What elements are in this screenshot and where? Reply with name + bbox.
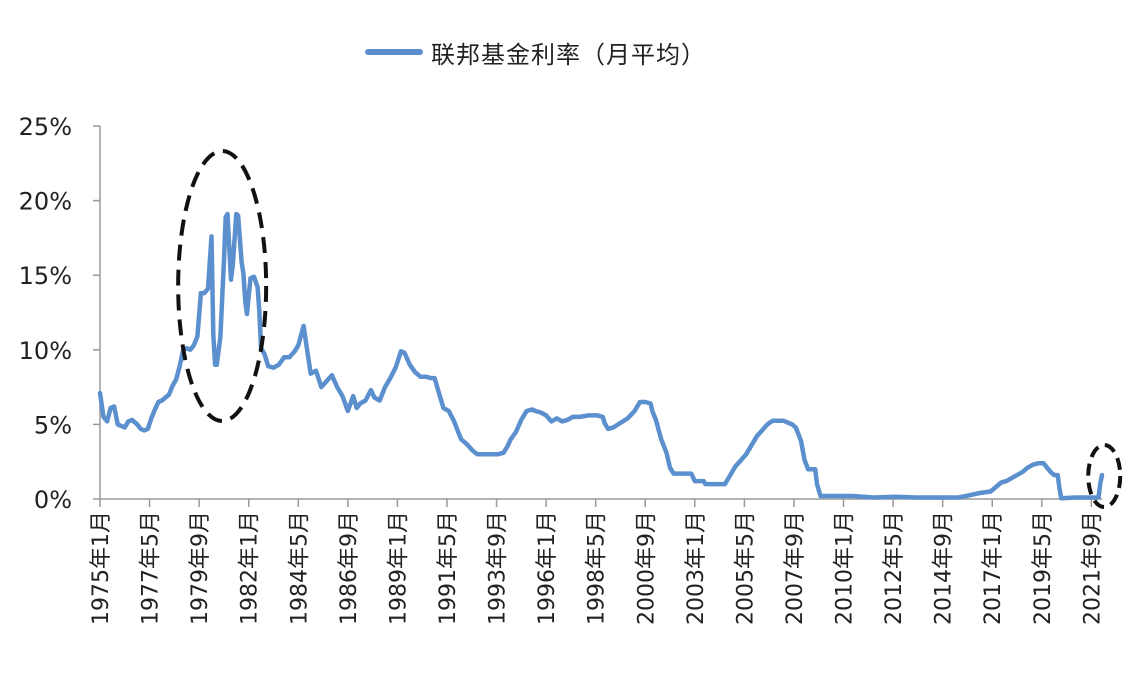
x-tick-label: 1998年5月	[585, 511, 610, 625]
series-line	[97, 211, 1105, 501]
legend-label: 联邦基金利率（月平均）	[431, 40, 706, 69]
y-tick-label: 20%	[19, 188, 72, 216]
x-tick-label: 2000年9月	[634, 511, 659, 625]
y-tick-label: 0%	[34, 486, 72, 514]
x-tick-label: 2021年9月	[1080, 511, 1105, 625]
x-tick-label: 2005年5月	[733, 511, 758, 625]
x-tick-label: 2007年9月	[783, 511, 808, 625]
x-tick-label: 1977年5月	[139, 511, 164, 625]
x-tick-label: 2019年5月	[1031, 511, 1056, 625]
legend-swatch	[365, 49, 423, 55]
y-tick-label: 5%	[34, 411, 72, 439]
x-tick-label: 2003年1月	[684, 511, 709, 625]
x-tick-label: 1986年9月	[337, 511, 362, 625]
x-tick-label: 1975年1月	[89, 511, 114, 625]
x-tick-label: 1984年5月	[287, 511, 312, 625]
y-tick-label: 25%	[19, 113, 72, 141]
annotation-ellipse-peak	[176, 149, 269, 423]
annotation-ellipse-recent	[1086, 443, 1123, 509]
y-tick-label: 15%	[19, 262, 72, 290]
x-tick-label: 1979年9月	[188, 511, 213, 625]
y-tick-label: 10%	[19, 337, 72, 365]
x-tick-label: 2017年1月	[981, 511, 1006, 625]
x-tick-label: 2014年9月	[932, 511, 957, 625]
x-tick-label: 2012年5月	[882, 511, 907, 625]
x-tick-label: 1991年5月	[436, 511, 461, 625]
x-tick-label: 1993年9月	[486, 511, 511, 625]
legend: 联邦基金利率（月平均）	[365, 32, 706, 72]
x-tick-label: 2010年1月	[833, 511, 858, 625]
x-tick-label: 1996年1月	[535, 511, 560, 625]
x-tick-label: 1989年1月	[386, 511, 411, 625]
x-tick-label: 1982年1月	[238, 511, 263, 625]
